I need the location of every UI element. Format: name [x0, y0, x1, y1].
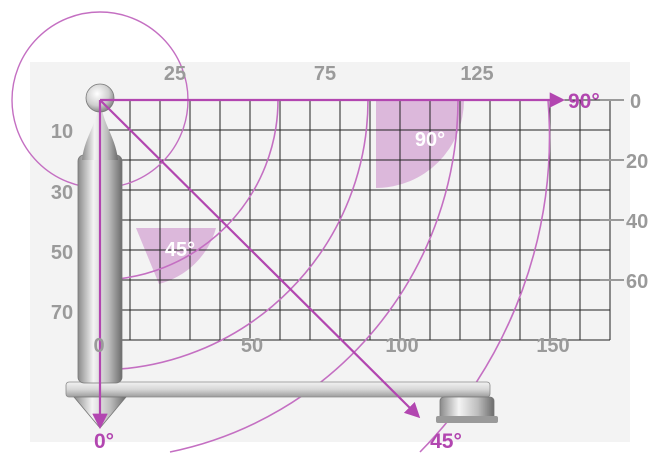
bottom-scale-label-50: 50 [241, 335, 263, 357]
angle-label-90: 90° [568, 90, 600, 113]
base-bar [65, 381, 491, 398]
top-scale-label-125: 125 [460, 63, 493, 85]
bottom-scale-label-0: 0 [93, 335, 104, 357]
top-scale-label-75: 75 [314, 63, 336, 85]
right-scale-label-60: 60 [626, 271, 648, 293]
wedge-90-degree [376, 100, 464, 188]
right-scale-label-40: 40 [626, 211, 648, 233]
wedge-45-label: 45° [165, 239, 195, 261]
bottom-scale-label-150: 150 [536, 335, 569, 357]
left-scale-label-10: 10 [51, 121, 73, 143]
arc-radius-360 [169, 99, 459, 453]
direction-arrows [92, 92, 566, 430]
arc-radius-270 [97, 99, 369, 371]
right-scale-label-0: 0 [630, 91, 641, 113]
angle-label-45: 45° [430, 430, 462, 453]
left-scale-label-30: 30 [51, 182, 73, 204]
arc-radius-180 [97, 99, 279, 281]
angle-label-0: 0° [94, 430, 114, 453]
left-scale-label-70: 70 [51, 302, 73, 324]
top-scale-label-25: 25 [164, 63, 186, 85]
wedge-90-label: 90° [415, 129, 445, 151]
left-scale-label-50: 50 [51, 242, 73, 264]
thumb-screw [436, 396, 498, 423]
bottom-scale-label-100: 100 [385, 335, 418, 357]
right-scale-label-20: 20 [626, 151, 648, 173]
right-scale-ticks [600, 99, 624, 281]
arrow-45-degree [99, 99, 421, 419]
